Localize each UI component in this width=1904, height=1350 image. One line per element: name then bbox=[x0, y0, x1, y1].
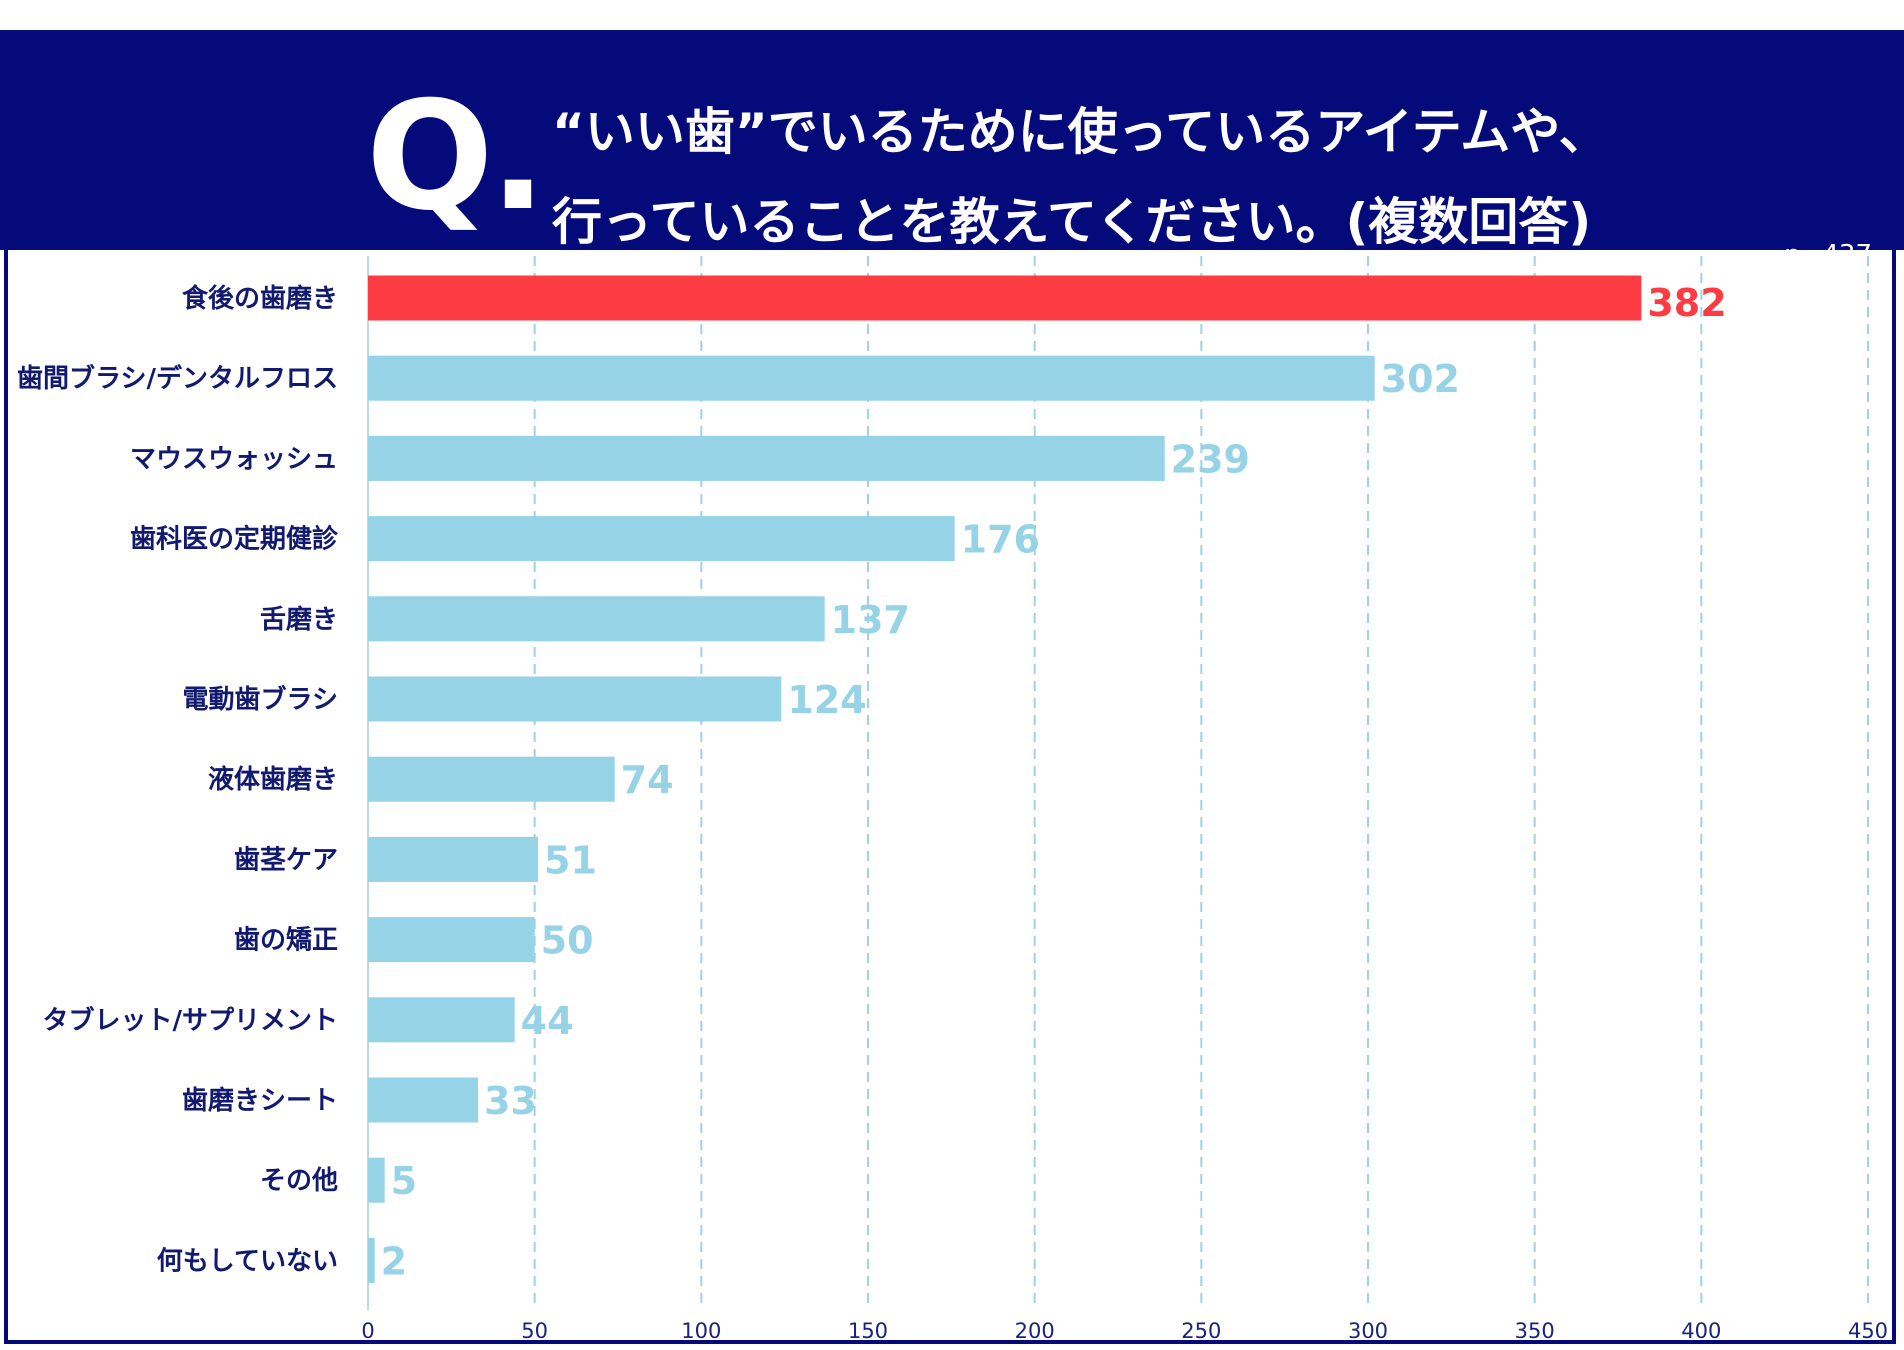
value-label: 33 bbox=[484, 1079, 537, 1123]
value-label: 5 bbox=[391, 1159, 417, 1203]
category-label: 歯の矯正 bbox=[234, 926, 338, 956]
bar bbox=[368, 1157, 385, 1203]
x-tick-label: 200 bbox=[1015, 1319, 1055, 1343]
value-label: 137 bbox=[831, 598, 910, 642]
question-mark: Q. bbox=[366, 70, 546, 244]
bar bbox=[368, 917, 535, 963]
value-label: 44 bbox=[521, 999, 574, 1043]
x-tick-label: 250 bbox=[1181, 1319, 1221, 1343]
sample-size: n=437 bbox=[1784, 240, 1872, 270]
bar bbox=[368, 1237, 375, 1283]
value-label: 51 bbox=[544, 838, 597, 882]
bar bbox=[368, 997, 515, 1043]
value-label: 2 bbox=[381, 1239, 407, 1283]
bars bbox=[368, 275, 1642, 1283]
bar bbox=[368, 516, 955, 562]
chart-frame bbox=[4, 250, 1896, 1344]
bar bbox=[368, 756, 615, 802]
bar bbox=[368, 275, 1642, 321]
category-label: タブレット/サプリメント bbox=[43, 1005, 339, 1036]
value-label: 74 bbox=[621, 758, 674, 802]
value-label: 302 bbox=[1381, 357, 1460, 401]
value-label: 176 bbox=[961, 518, 1040, 562]
bar bbox=[368, 836, 538, 882]
x-tick-label: 100 bbox=[681, 1319, 721, 1343]
category-label: 歯間ブラシ/デンタルフロス bbox=[17, 363, 338, 394]
bar bbox=[368, 596, 825, 642]
x-tick-label: 400 bbox=[1681, 1319, 1721, 1343]
question-header: Q. “いい歯”でいるために使っているアイテムや、 行っていることを教えてくださ… bbox=[0, 30, 1904, 270]
value-label: 124 bbox=[787, 678, 866, 722]
x-tick-label: 0 bbox=[361, 1319, 374, 1343]
x-tick-label: 450 bbox=[1848, 1319, 1888, 1343]
x-tick-label: 300 bbox=[1348, 1319, 1388, 1343]
bar bbox=[368, 355, 1375, 401]
value-label: 382 bbox=[1647, 281, 1726, 325]
bar bbox=[368, 1077, 478, 1123]
category-label: 歯茎ケア bbox=[234, 845, 338, 875]
question-title-line2: 行っていることを教えてください。(複数回答) bbox=[552, 193, 1592, 251]
value-label: 50 bbox=[541, 919, 594, 963]
category-label: 電動歯ブラシ bbox=[183, 684, 338, 715]
x-tick-label: 50 bbox=[521, 1319, 548, 1343]
category-label: 液体歯磨き bbox=[208, 765, 338, 795]
category-label: その他 bbox=[260, 1166, 338, 1196]
bar bbox=[368, 676, 782, 722]
category-label: 舌磨き bbox=[260, 605, 338, 635]
category-label: 何もしていない bbox=[157, 1246, 338, 1276]
category-label: 歯磨きシート bbox=[182, 1086, 338, 1116]
category-label: 歯科医の定期健診 bbox=[130, 524, 339, 555]
x-tick-label: 350 bbox=[1515, 1319, 1555, 1343]
category-label: 食後の歯磨き bbox=[182, 283, 338, 314]
category-label: マウスウォッシュ bbox=[130, 444, 338, 474]
question-title-line1: “いい歯”でいるために使っているアイテムや、 bbox=[552, 103, 1609, 161]
value-label: 239 bbox=[1171, 437, 1250, 481]
bar bbox=[368, 435, 1165, 481]
x-tick-label: 150 bbox=[848, 1319, 888, 1343]
